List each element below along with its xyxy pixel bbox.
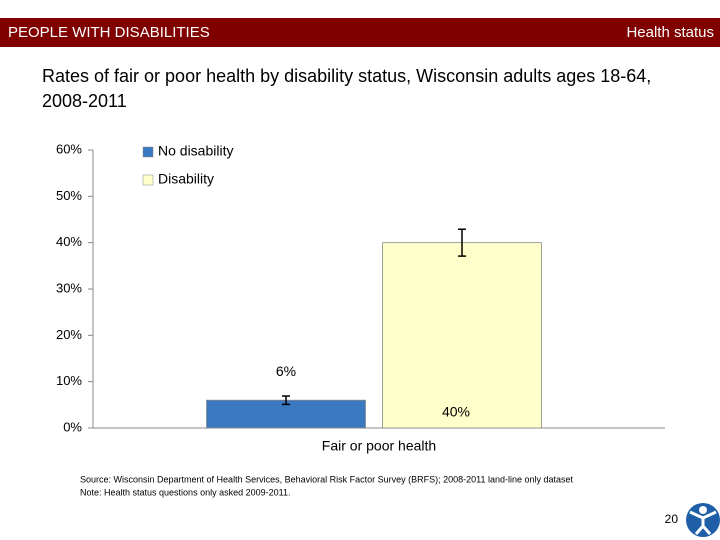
y-tick-label: 50%	[56, 188, 82, 203]
logo	[686, 503, 720, 537]
source: Source: Wisconsin Department of Health S…	[80, 474, 574, 484]
title-box: Rates of fair or poor health by disabili…	[42, 66, 652, 111]
chart-title: Rates of fair or poor health by disabili…	[42, 66, 652, 111]
legend-swatch	[142, 174, 154, 186]
legend-label: Disability	[158, 171, 214, 187]
bar	[382, 242, 542, 429]
page-number: 20	[665, 512, 679, 526]
header-right: Health status	[626, 24, 714, 41]
y-tick-label: 10%	[56, 373, 82, 388]
y-tick-label: 40%	[56, 234, 82, 249]
note: Note: Health status questions only asked…	[80, 487, 290, 497]
value-label: 40%	[442, 404, 470, 420]
header-left: PEOPLE WITH DISABILITIES	[8, 24, 210, 41]
y-tick-label: 0%	[63, 419, 82, 434]
header-bar	[0, 18, 720, 47]
y-tick-label: 30%	[56, 280, 82, 295]
y-tick-label: 60%	[56, 141, 82, 156]
value-label: 6%	[276, 363, 296, 379]
legend-label: No disability	[158, 143, 233, 159]
x-tick-label: Fair or poor health	[322, 438, 436, 454]
legend-swatch	[142, 146, 154, 158]
y-tick-label: 20%	[56, 327, 82, 342]
